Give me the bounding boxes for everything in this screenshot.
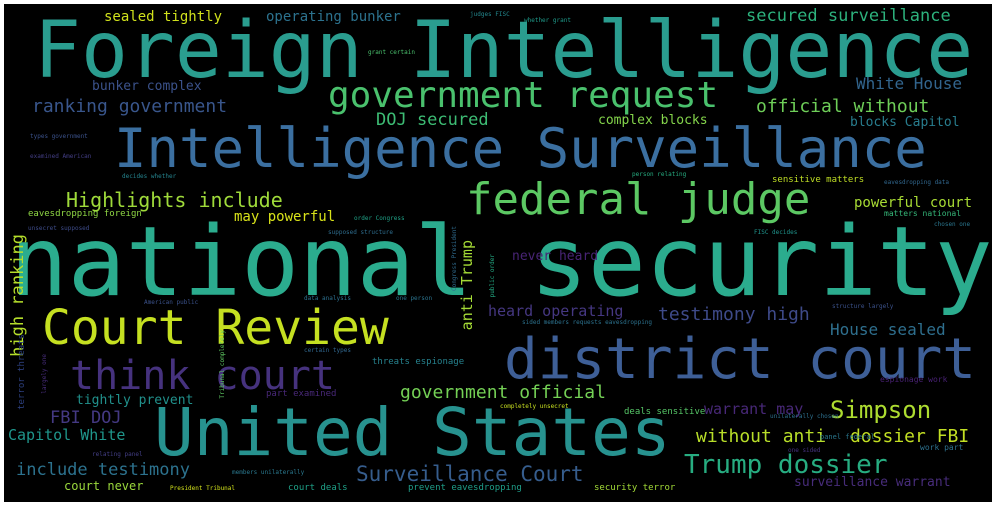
word-unsecret-supposed: unsecret supposed: [28, 225, 90, 232]
word-complex-blocks: complex blocks: [598, 113, 708, 128]
word-data-analysis: data analysis: [304, 295, 351, 302]
word-supposed-structure: supposed structure: [328, 229, 394, 236]
word-bunker-complex: bunker complex: [92, 79, 202, 94]
word-tightly-prevent: tightly prevent: [76, 393, 194, 408]
word-government-official: government official: [400, 382, 606, 403]
word-completely-unsecret: completely unsecret: [500, 403, 569, 410]
word-president-tribunal: President Tribunal: [170, 485, 236, 492]
word-court-review: Court Review: [42, 300, 389, 356]
word-house-sealed: House sealed: [830, 320, 946, 339]
word-highlights-include: Highlights include: [66, 188, 283, 212]
word-include-testimony: include testimony: [16, 460, 190, 480]
word-think-court: think court: [70, 353, 335, 399]
word-sealed-tightly: sealed tightly: [104, 9, 223, 25]
word-cloud-image: Foreign Intelligence national security U…: [4, 4, 992, 502]
word-public-order: public order: [489, 254, 496, 298]
word-surveillance-court: Surveillance Court: [356, 462, 584, 486]
word-government-request: government request: [328, 75, 719, 116]
word-operating-bunker: operating bunker: [266, 9, 401, 25]
word-certain-types: certain types: [304, 347, 351, 354]
word-eavesdropping-data: eavesdropping data: [884, 179, 950, 186]
word-national-security: national security: [10, 206, 992, 318]
word-tribunal-completely: Tribunal completely: [219, 330, 226, 399]
word-whether-grant: whether grant: [524, 17, 571, 24]
word-examined-american: examined American: [30, 153, 92, 160]
word-never-heard: never heard: [512, 249, 599, 264]
word-fbi-doj: FBI DOJ: [50, 408, 122, 428]
word-united-states: United States: [154, 394, 671, 471]
word-largely-one: largely one: [41, 354, 48, 394]
word-anti-trump: anti Trump: [458, 240, 476, 331]
word-members-unilaterally: members unilaterally: [232, 469, 305, 476]
word-types-government: types government: [30, 133, 88, 140]
word-structure-largely: structure largely: [832, 303, 894, 310]
word-panel-federal: panel federal: [820, 433, 875, 441]
word-surveillance-warrant: surveillance warrant: [794, 475, 951, 490]
word-part-examined: part examined: [266, 389, 337, 399]
word-espionage-work: espionage work: [880, 375, 948, 384]
word-eavesdropping-foreign: eavesdropping foreign: [28, 209, 142, 219]
word-relating-panel: relating panel: [92, 451, 143, 458]
word-simpson: Simpson: [830, 396, 932, 424]
word-heard-operating: heard operating: [488, 302, 624, 320]
word-sided-members: sided members requests eavesdropping: [522, 319, 653, 326]
word-district-court: district court: [504, 327, 977, 392]
word-terror-threats: terror threats: [17, 334, 27, 410]
word-chosen-one: chosen one: [934, 221, 971, 228]
word-federal-judge: federal judge: [466, 174, 811, 225]
word-capitol-white: Capitol White: [8, 426, 126, 444]
word-work-part: work part: [920, 443, 964, 452]
word-one-sided: one sided: [788, 447, 821, 454]
word-without-anti: without anti: [696, 426, 827, 447]
word-white-house: White House: [856, 74, 962, 93]
word-one-person: one person: [396, 295, 433, 302]
word-secured-surveillance: secured surveillance: [746, 6, 951, 26]
word-congress-president: Congress President: [451, 226, 458, 292]
word-doj-secured: DOJ secured: [376, 110, 489, 130]
word-sensitive-matters: sensitive matters: [772, 175, 865, 185]
word-unilaterally-chosen: unilaterally chosen: [770, 413, 839, 420]
word-person-relating: person relating: [632, 171, 687, 178]
word-dossier-fbi: dossier FBI: [850, 426, 970, 447]
word-grant-certain: grant certain: [368, 49, 415, 56]
word-warrant-may: warrant may: [704, 400, 804, 418]
word-decides-whether: decides whether: [122, 173, 177, 180]
word-prevent-eavesdropping: prevent eavesdropping: [408, 483, 522, 493]
word-threats-espionage: threats espionage: [372, 357, 465, 367]
word-blocks-capitol: blocks Capitol: [850, 115, 960, 130]
word-order-congress: order Congress: [354, 215, 405, 222]
word-ranking-government: ranking government: [32, 96, 228, 117]
word-fisc-decides: FISC decides: [754, 229, 798, 236]
word-security-terror: security terror: [594, 483, 676, 493]
word-deals-sensitive: deals sensitive: [624, 407, 706, 417]
word-testimony-high: testimony high: [658, 304, 810, 325]
word-judges-fisc: judges FISC: [470, 11, 510, 18]
word-trump-dossier: Trump dossier: [684, 450, 888, 480]
word-court-deals: court deals: [288, 483, 348, 493]
word-american-public: American public: [144, 299, 199, 306]
word-matters-national: matters national: [884, 209, 962, 218]
word-official-without: official without: [756, 96, 930, 117]
word-powerful-court: powerful court: [854, 195, 973, 211]
word-court-never: court never: [64, 479, 144, 493]
word-foreign-intelligence: Foreign Intelligence: [34, 6, 974, 96]
word-intelligence-surveillance: Intelligence Surveillance: [114, 117, 927, 180]
word-may-powerful: may powerful: [234, 209, 336, 225]
